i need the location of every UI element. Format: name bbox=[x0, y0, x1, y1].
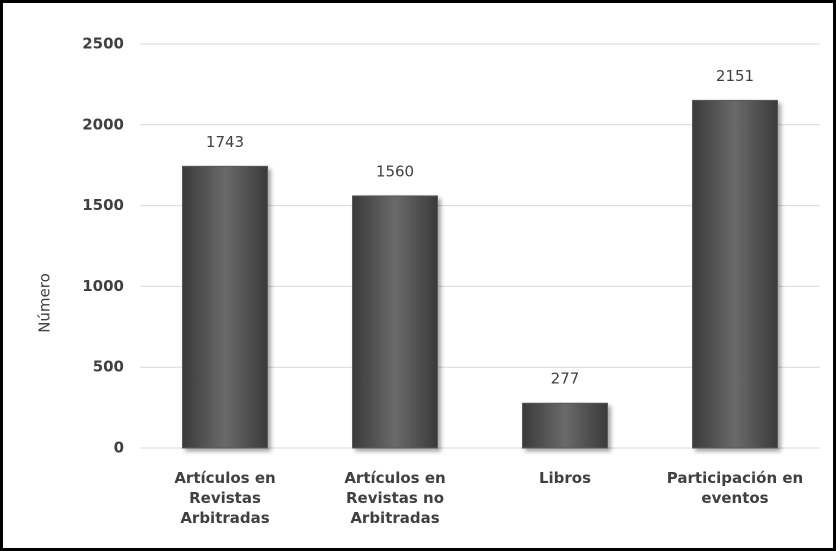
data-label: 1743 bbox=[206, 133, 244, 151]
data-label: 2151 bbox=[716, 67, 754, 85]
bar bbox=[522, 402, 608, 449]
y-tick-label: 500 bbox=[93, 358, 124, 376]
x-tick-label: Participación en eventos bbox=[666, 469, 804, 507]
x-tick-label: Artículos en Revistas Arbitradas bbox=[174, 469, 276, 527]
y-axis-label: Número bbox=[36, 273, 54, 333]
bar bbox=[182, 165, 268, 449]
x-tick-label: Libros bbox=[538, 469, 592, 487]
y-tick-label: 0 bbox=[114, 439, 124, 457]
y-tick-label: 2500 bbox=[82, 35, 124, 53]
y-tick-label: 1000 bbox=[82, 277, 124, 295]
data-label: 1560 bbox=[376, 162, 414, 180]
y-tick-label: 2000 bbox=[82, 115, 124, 133]
bar bbox=[692, 99, 778, 449]
x-tick-label: Artículos en Revistas no Arbitradas bbox=[344, 469, 446, 527]
chart: Número 0 500 1000 1500 2000 2500 1743 1560 277 21… bbox=[36, 35, 820, 457]
bar bbox=[352, 195, 438, 449]
y-tick-label: 1500 bbox=[82, 196, 124, 214]
data-label: 277 bbox=[551, 370, 580, 388]
